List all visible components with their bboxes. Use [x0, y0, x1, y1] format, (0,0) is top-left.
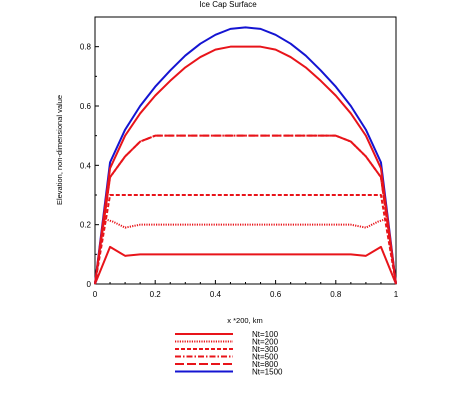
series-line-nt-800 — [94, 134, 397, 285]
series-line-unlabeled-6 — [94, 45, 397, 285]
y-tick-label: 0.6 — [80, 102, 92, 111]
legend-label: Nt=100 — [252, 330, 279, 339]
series-line-nt-1500 — [94, 26, 397, 285]
legend-label: Nt=1500 — [252, 368, 283, 377]
legend-label: Nt=200 — [252, 338, 279, 347]
series-line-nt-300 — [94, 194, 397, 285]
series-layer — [94, 26, 397, 285]
legend-label: Nt=800 — [252, 360, 279, 369]
x-tick-label: 0 — [93, 290, 98, 299]
plot-frame — [94, 16, 397, 285]
series-line-nt-500 — [94, 134, 397, 285]
y-tick-label: 0.2 — [80, 221, 92, 230]
series-line-nt-200 — [94, 217, 397, 285]
chart-title: Ice Cap Surface — [199, 0, 257, 9]
legend-label: Nt=500 — [252, 353, 279, 362]
x-tick-label: 1 — [394, 290, 399, 299]
series-line-nt-100 — [94, 245, 397, 285]
x-axis-label: x *200, km — [227, 316, 262, 325]
x-tick-label: 0.8 — [330, 290, 342, 299]
y-tick-label: 0 — [87, 280, 92, 289]
y-tick-label: 0.8 — [80, 43, 92, 52]
legend-label: Nt=300 — [252, 345, 279, 354]
y-axis: 0 0.2 0.4 0.6 0.8 — [80, 16, 99, 289]
x-axis: 0 0.2 0.4 0.6 0.8 1 — [93, 280, 399, 299]
y-axis-label: Elevation, non-dimensional value — [55, 95, 64, 205]
x-tick-label: 0.4 — [210, 290, 222, 299]
x-tick-label: 0.6 — [270, 290, 282, 299]
y-tick-label: 0.4 — [80, 161, 92, 170]
x-tick-label: 0.2 — [150, 290, 162, 299]
